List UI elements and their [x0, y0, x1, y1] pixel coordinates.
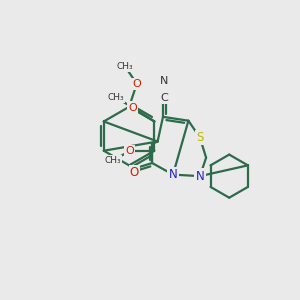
Text: S: S — [196, 131, 204, 144]
Text: O: O — [130, 166, 139, 179]
Text: N: N — [196, 169, 204, 183]
Text: N: N — [160, 76, 169, 86]
Text: CH₃: CH₃ — [117, 62, 134, 71]
Text: CH₃: CH₃ — [105, 156, 121, 165]
Text: O: O — [125, 146, 134, 156]
Text: C: C — [161, 93, 168, 103]
Text: O: O — [132, 79, 141, 89]
Text: N: N — [169, 168, 177, 181]
Text: O: O — [128, 103, 137, 112]
Text: CH₃: CH₃ — [108, 93, 124, 102]
